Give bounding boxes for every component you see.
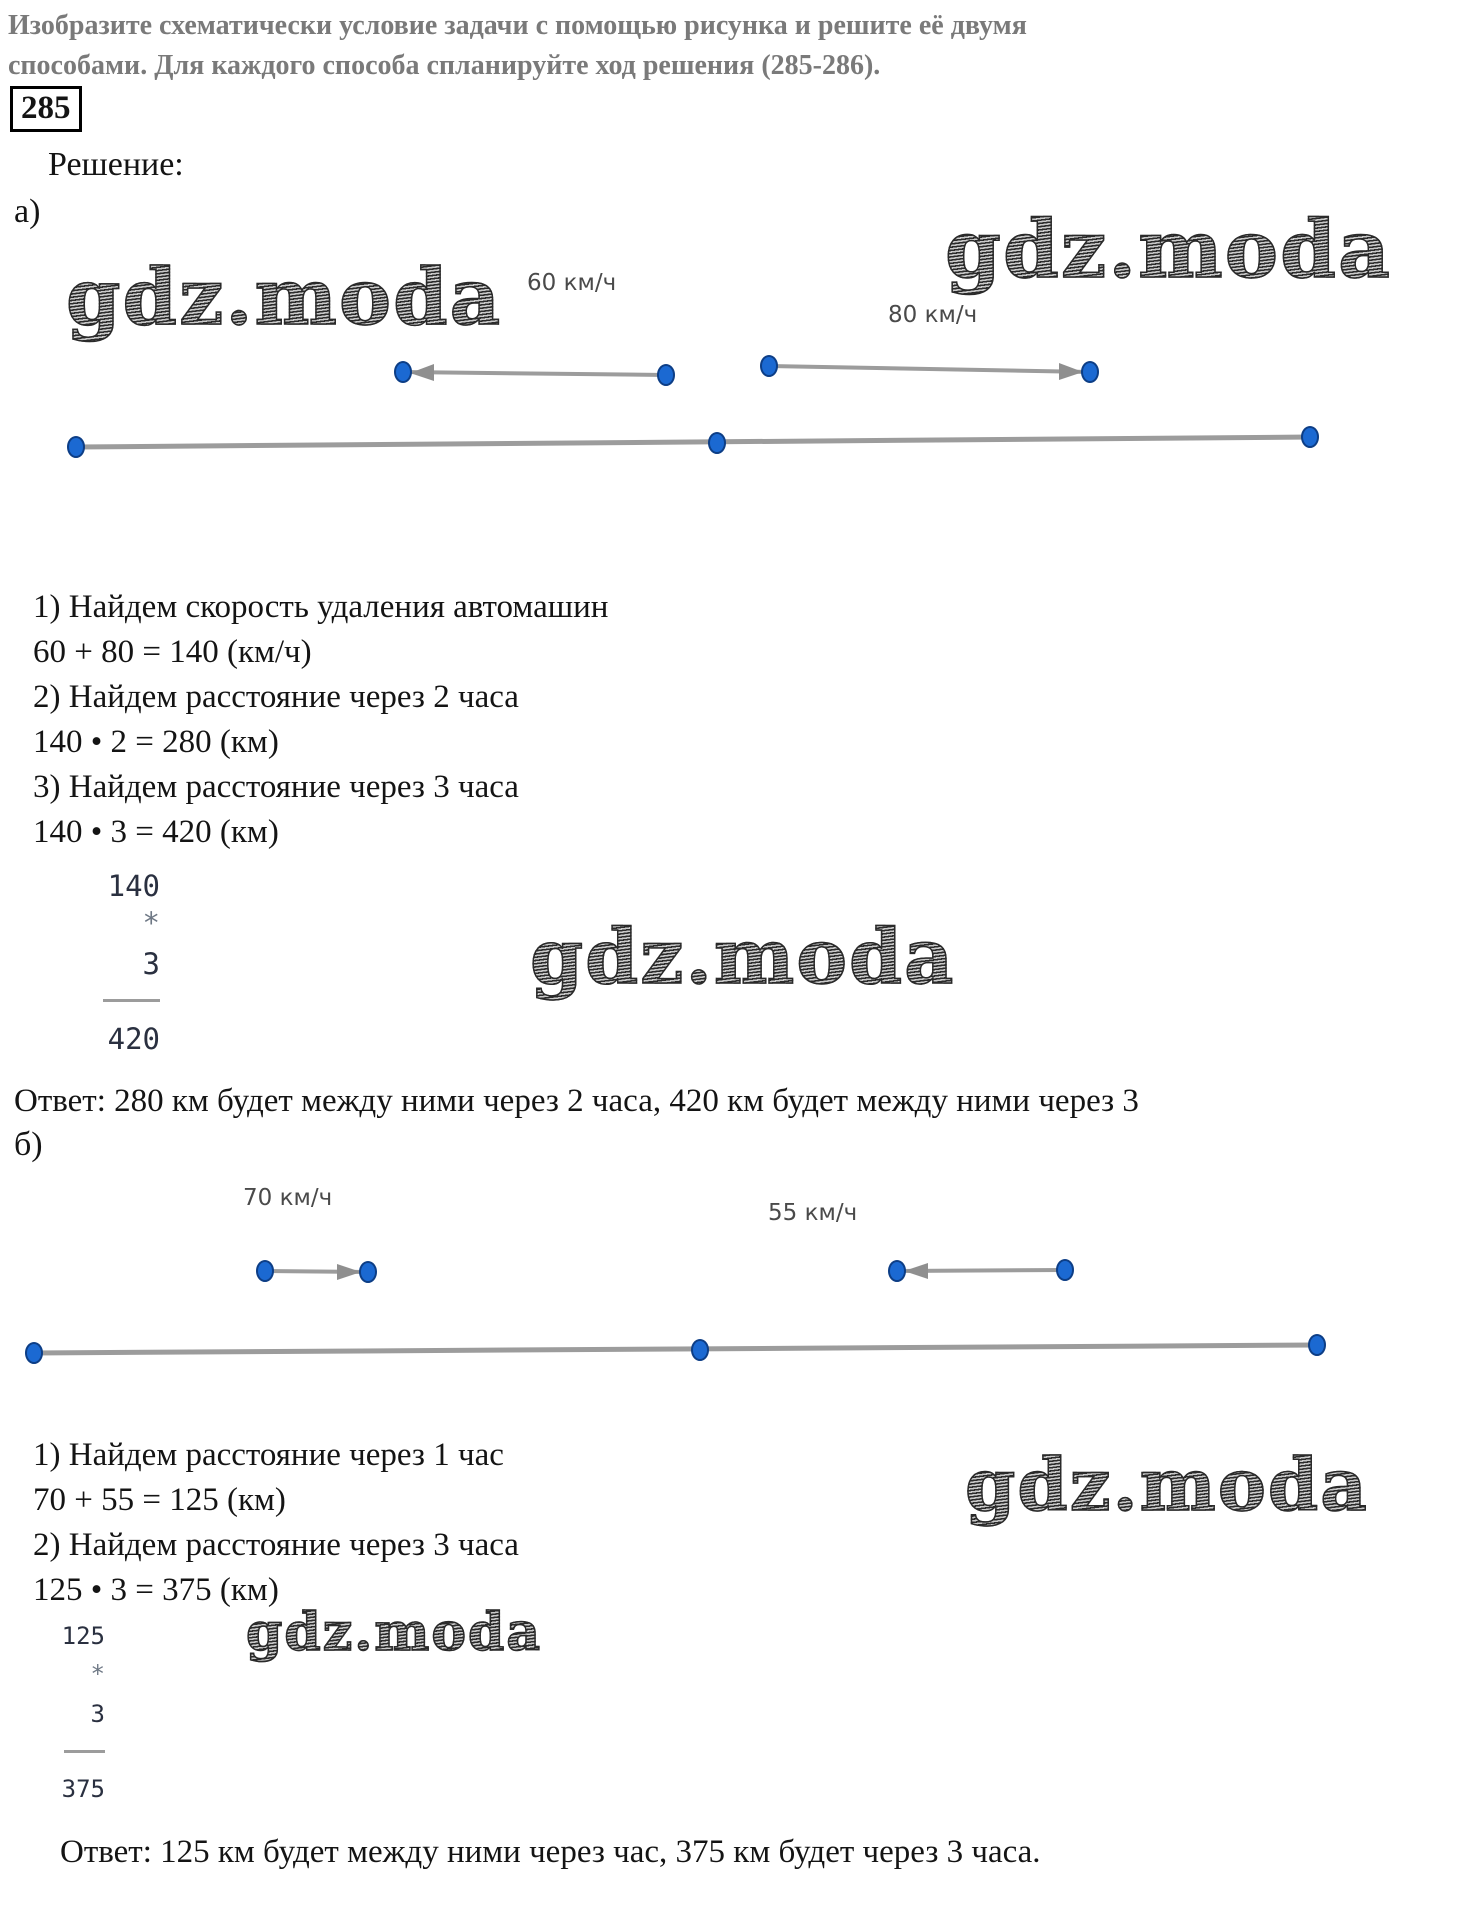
car-dot [888,1260,906,1282]
column-mult-a-multiplicand: 140 [107,869,160,903]
solution-label: Решение: [48,146,184,183]
answer-a: Ответ: 280 км будет между ними через 2 ч… [14,1083,1139,1119]
step-line: 1) Найдем расстояние через 1 час [33,1437,504,1473]
diagram-b [25,1259,1326,1364]
right-arrowhead-icon [1059,363,1083,380]
car-dot [1056,1259,1074,1281]
step-line: 2) Найдем расстояние через 3 часа [33,1527,519,1563]
step-line: 70 + 55 = 125 (км) [33,1482,286,1518]
car-dot [359,1261,377,1283]
car-dot [760,355,778,377]
watermark: gdz.moda [944,201,1392,297]
right-arrowhead-icon [337,1264,361,1280]
column-mult-b-multiplier: 3 [90,1700,105,1728]
column-mult-b-rule [64,1750,105,1753]
column-mult-b-multiplicand: 125 [61,1622,105,1650]
step-line: 140 • 3 = 420 (км) [33,814,279,850]
left-arrowhead-icon [410,364,434,381]
column-mult-a-operator: * [142,906,160,940]
diagram-a [67,355,1319,458]
step-line: 1) Найдем скорость удаления автомашин [33,589,609,625]
step-line: 2) Найдем расстояние через 2 часа [33,679,519,715]
car-dot [1081,361,1099,383]
task-header: Изобразите схематически условие задачи с… [8,6,1027,86]
route-line [75,434,1311,450]
watermark: gdz.moda [964,1441,1369,1528]
answer-b: Ответ: 125 км будет между ними через час… [60,1834,1041,1870]
part-b-label: б) [14,1126,43,1163]
step-line: 60 + 80 = 140 (км/ч) [33,634,312,670]
solution-steps-a: 1) Найдем скорость удаления автомашин 60… [33,585,608,855]
left-arrowhead-icon [904,1263,928,1279]
car-dot [394,361,412,383]
route-dot [25,1342,43,1364]
car-dot [657,364,675,386]
route-line [33,1342,1318,1356]
column-mult-a-multiplier: 3 [142,947,160,981]
car-dot [256,1260,274,1282]
task-header-line1: Изобразите схематически условие задачи с… [8,10,1027,41]
watermark: gdz.moda [529,911,956,1002]
solution-steps-b: 1) Найдем расстояние через 1 час 70 + 55… [33,1433,519,1613]
problem-number-badge: 285 [10,86,82,132]
speed-vector-line [402,370,667,377]
route-dot [67,436,85,458]
column-mult-a-product: 420 [107,1022,160,1056]
column-mult-b-product: 375 [61,1775,105,1803]
route-dot [1301,426,1319,448]
column-mult-b-operator: * [90,1660,105,1688]
speed-label-left-b: 70 км/ч [243,1185,333,1211]
route-dot [691,1339,709,1361]
task-header-line2: способами. Для каждого способа спланируй… [8,50,881,81]
part-a-label: а) [14,193,41,230]
column-mult-a-rule [103,999,160,1002]
speed-label-right-a: 80 км/ч [888,302,978,328]
watermark: gdz.moda [245,1601,543,1664]
route-dot [708,432,726,454]
speed-label-left-a: 60 км/ч [527,270,617,296]
step-line: 140 • 2 = 280 (км) [33,724,279,760]
watermark: gdz.moda [65,251,503,344]
speed-label-right-b: 55 км/ч [768,1200,858,1226]
speed-vector-line [768,364,1091,374]
step-line: 125 • 3 = 375 (км) [33,1572,279,1608]
step-line: 3) Найдем расстояние через 3 часа [33,769,519,805]
route-dot [1308,1334,1326,1356]
